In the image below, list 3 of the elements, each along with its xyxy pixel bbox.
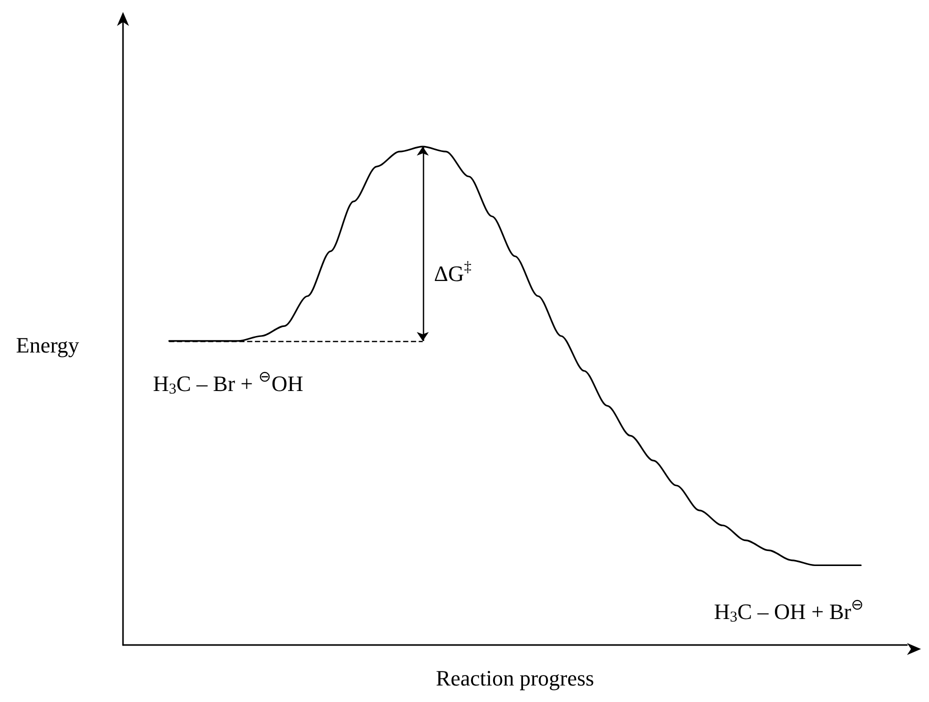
- x-axis-title: Reaction progress: [436, 666, 594, 690]
- y-axis-title: Energy: [16, 332, 80, 358]
- annotation: ΔG‡: [434, 260, 472, 286]
